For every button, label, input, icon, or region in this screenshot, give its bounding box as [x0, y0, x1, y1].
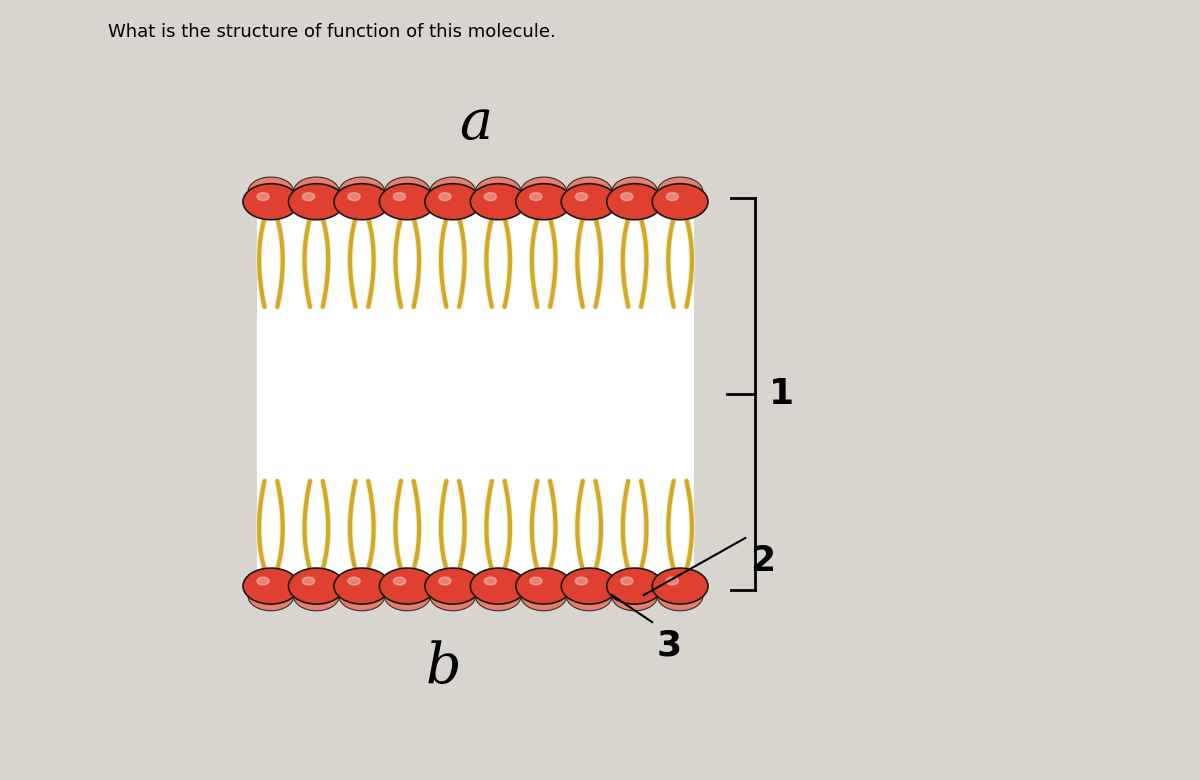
Circle shape	[485, 193, 497, 200]
Circle shape	[666, 577, 678, 585]
Circle shape	[521, 177, 566, 207]
Circle shape	[475, 581, 521, 611]
Circle shape	[288, 568, 344, 604]
Text: 2: 2	[750, 544, 775, 578]
Circle shape	[338, 177, 385, 207]
Circle shape	[338, 581, 385, 611]
Text: 3: 3	[656, 628, 682, 662]
Circle shape	[439, 577, 451, 585]
Circle shape	[379, 568, 436, 604]
Circle shape	[566, 581, 612, 611]
Circle shape	[302, 193, 314, 200]
Text: a: a	[458, 96, 492, 151]
Circle shape	[288, 184, 344, 220]
Circle shape	[521, 581, 566, 611]
Circle shape	[475, 177, 521, 207]
Circle shape	[425, 184, 481, 220]
Circle shape	[394, 577, 406, 585]
Circle shape	[607, 568, 662, 604]
Circle shape	[334, 568, 390, 604]
Circle shape	[666, 193, 678, 200]
Circle shape	[248, 581, 294, 611]
Circle shape	[384, 177, 430, 207]
Circle shape	[348, 577, 360, 585]
Circle shape	[425, 568, 481, 604]
Circle shape	[575, 577, 588, 585]
Circle shape	[653, 568, 708, 604]
Circle shape	[294, 581, 340, 611]
Circle shape	[607, 184, 662, 220]
Circle shape	[294, 177, 340, 207]
Circle shape	[653, 184, 708, 220]
Circle shape	[470, 568, 526, 604]
Circle shape	[384, 581, 430, 611]
Circle shape	[430, 581, 475, 611]
Circle shape	[658, 581, 703, 611]
Circle shape	[257, 577, 269, 585]
Circle shape	[575, 193, 588, 200]
Text: What is the structure of function of this molecule.: What is the structure of function of thi…	[108, 23, 556, 41]
Circle shape	[302, 577, 314, 585]
Circle shape	[562, 568, 617, 604]
Circle shape	[242, 568, 299, 604]
Circle shape	[485, 577, 497, 585]
Circle shape	[248, 177, 294, 207]
Circle shape	[430, 177, 475, 207]
Circle shape	[562, 184, 617, 220]
Circle shape	[658, 177, 703, 207]
Circle shape	[394, 193, 406, 200]
Circle shape	[439, 193, 451, 200]
Circle shape	[334, 184, 390, 220]
Circle shape	[257, 193, 269, 200]
Circle shape	[612, 177, 658, 207]
Circle shape	[529, 193, 542, 200]
Circle shape	[379, 184, 436, 220]
Circle shape	[620, 577, 632, 585]
Circle shape	[516, 184, 571, 220]
Text: b: b	[425, 640, 461, 695]
Circle shape	[566, 177, 612, 207]
Text: 1: 1	[768, 377, 793, 411]
Circle shape	[516, 568, 571, 604]
Circle shape	[470, 184, 526, 220]
FancyBboxPatch shape	[257, 193, 694, 595]
Circle shape	[242, 184, 299, 220]
Circle shape	[612, 581, 658, 611]
Circle shape	[348, 193, 360, 200]
Circle shape	[529, 577, 542, 585]
Circle shape	[620, 193, 632, 200]
